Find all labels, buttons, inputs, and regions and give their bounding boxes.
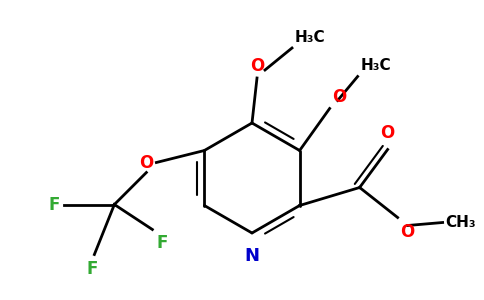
Text: H₃C: H₃C (361, 58, 391, 74)
Text: CH₃: CH₃ (446, 215, 476, 230)
Text: F: F (156, 233, 168, 251)
Text: N: N (244, 247, 259, 265)
Text: O: O (250, 57, 264, 75)
Text: O: O (332, 88, 346, 106)
Text: O: O (139, 154, 153, 172)
Text: O: O (400, 223, 414, 241)
Text: F: F (49, 196, 60, 214)
Text: F: F (87, 260, 98, 278)
Text: H₃C: H₃C (295, 30, 326, 45)
Text: O: O (380, 124, 395, 142)
